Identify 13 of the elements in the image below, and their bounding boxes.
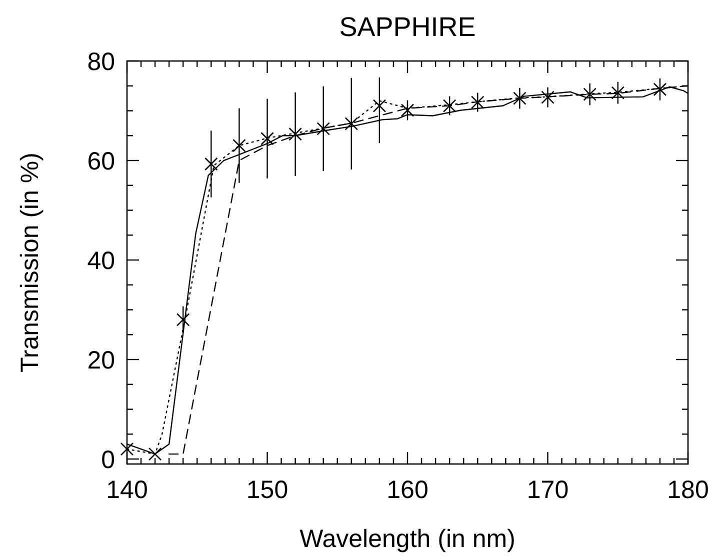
y-tick-label: 60 bbox=[87, 147, 115, 176]
x-tick-label: 160 bbox=[386, 476, 428, 504]
y-tick-label: 20 bbox=[87, 346, 115, 374]
x-axis-title: Wavelength (in nm) bbox=[300, 525, 516, 553]
y-axis-title: Transmission (in %) bbox=[16, 152, 44, 372]
x-tick-label: 180 bbox=[667, 476, 709, 504]
chart-title: SAPPHIRE bbox=[339, 12, 476, 42]
x-tick-label: 150 bbox=[246, 476, 288, 504]
y-tick-label: 80 bbox=[87, 48, 115, 76]
x-tick-label: 170 bbox=[526, 476, 569, 504]
y-tick-label: 40 bbox=[87, 246, 115, 275]
y-tick-label: 0 bbox=[101, 446, 115, 474]
x-tick-label: 140 bbox=[106, 476, 148, 504]
